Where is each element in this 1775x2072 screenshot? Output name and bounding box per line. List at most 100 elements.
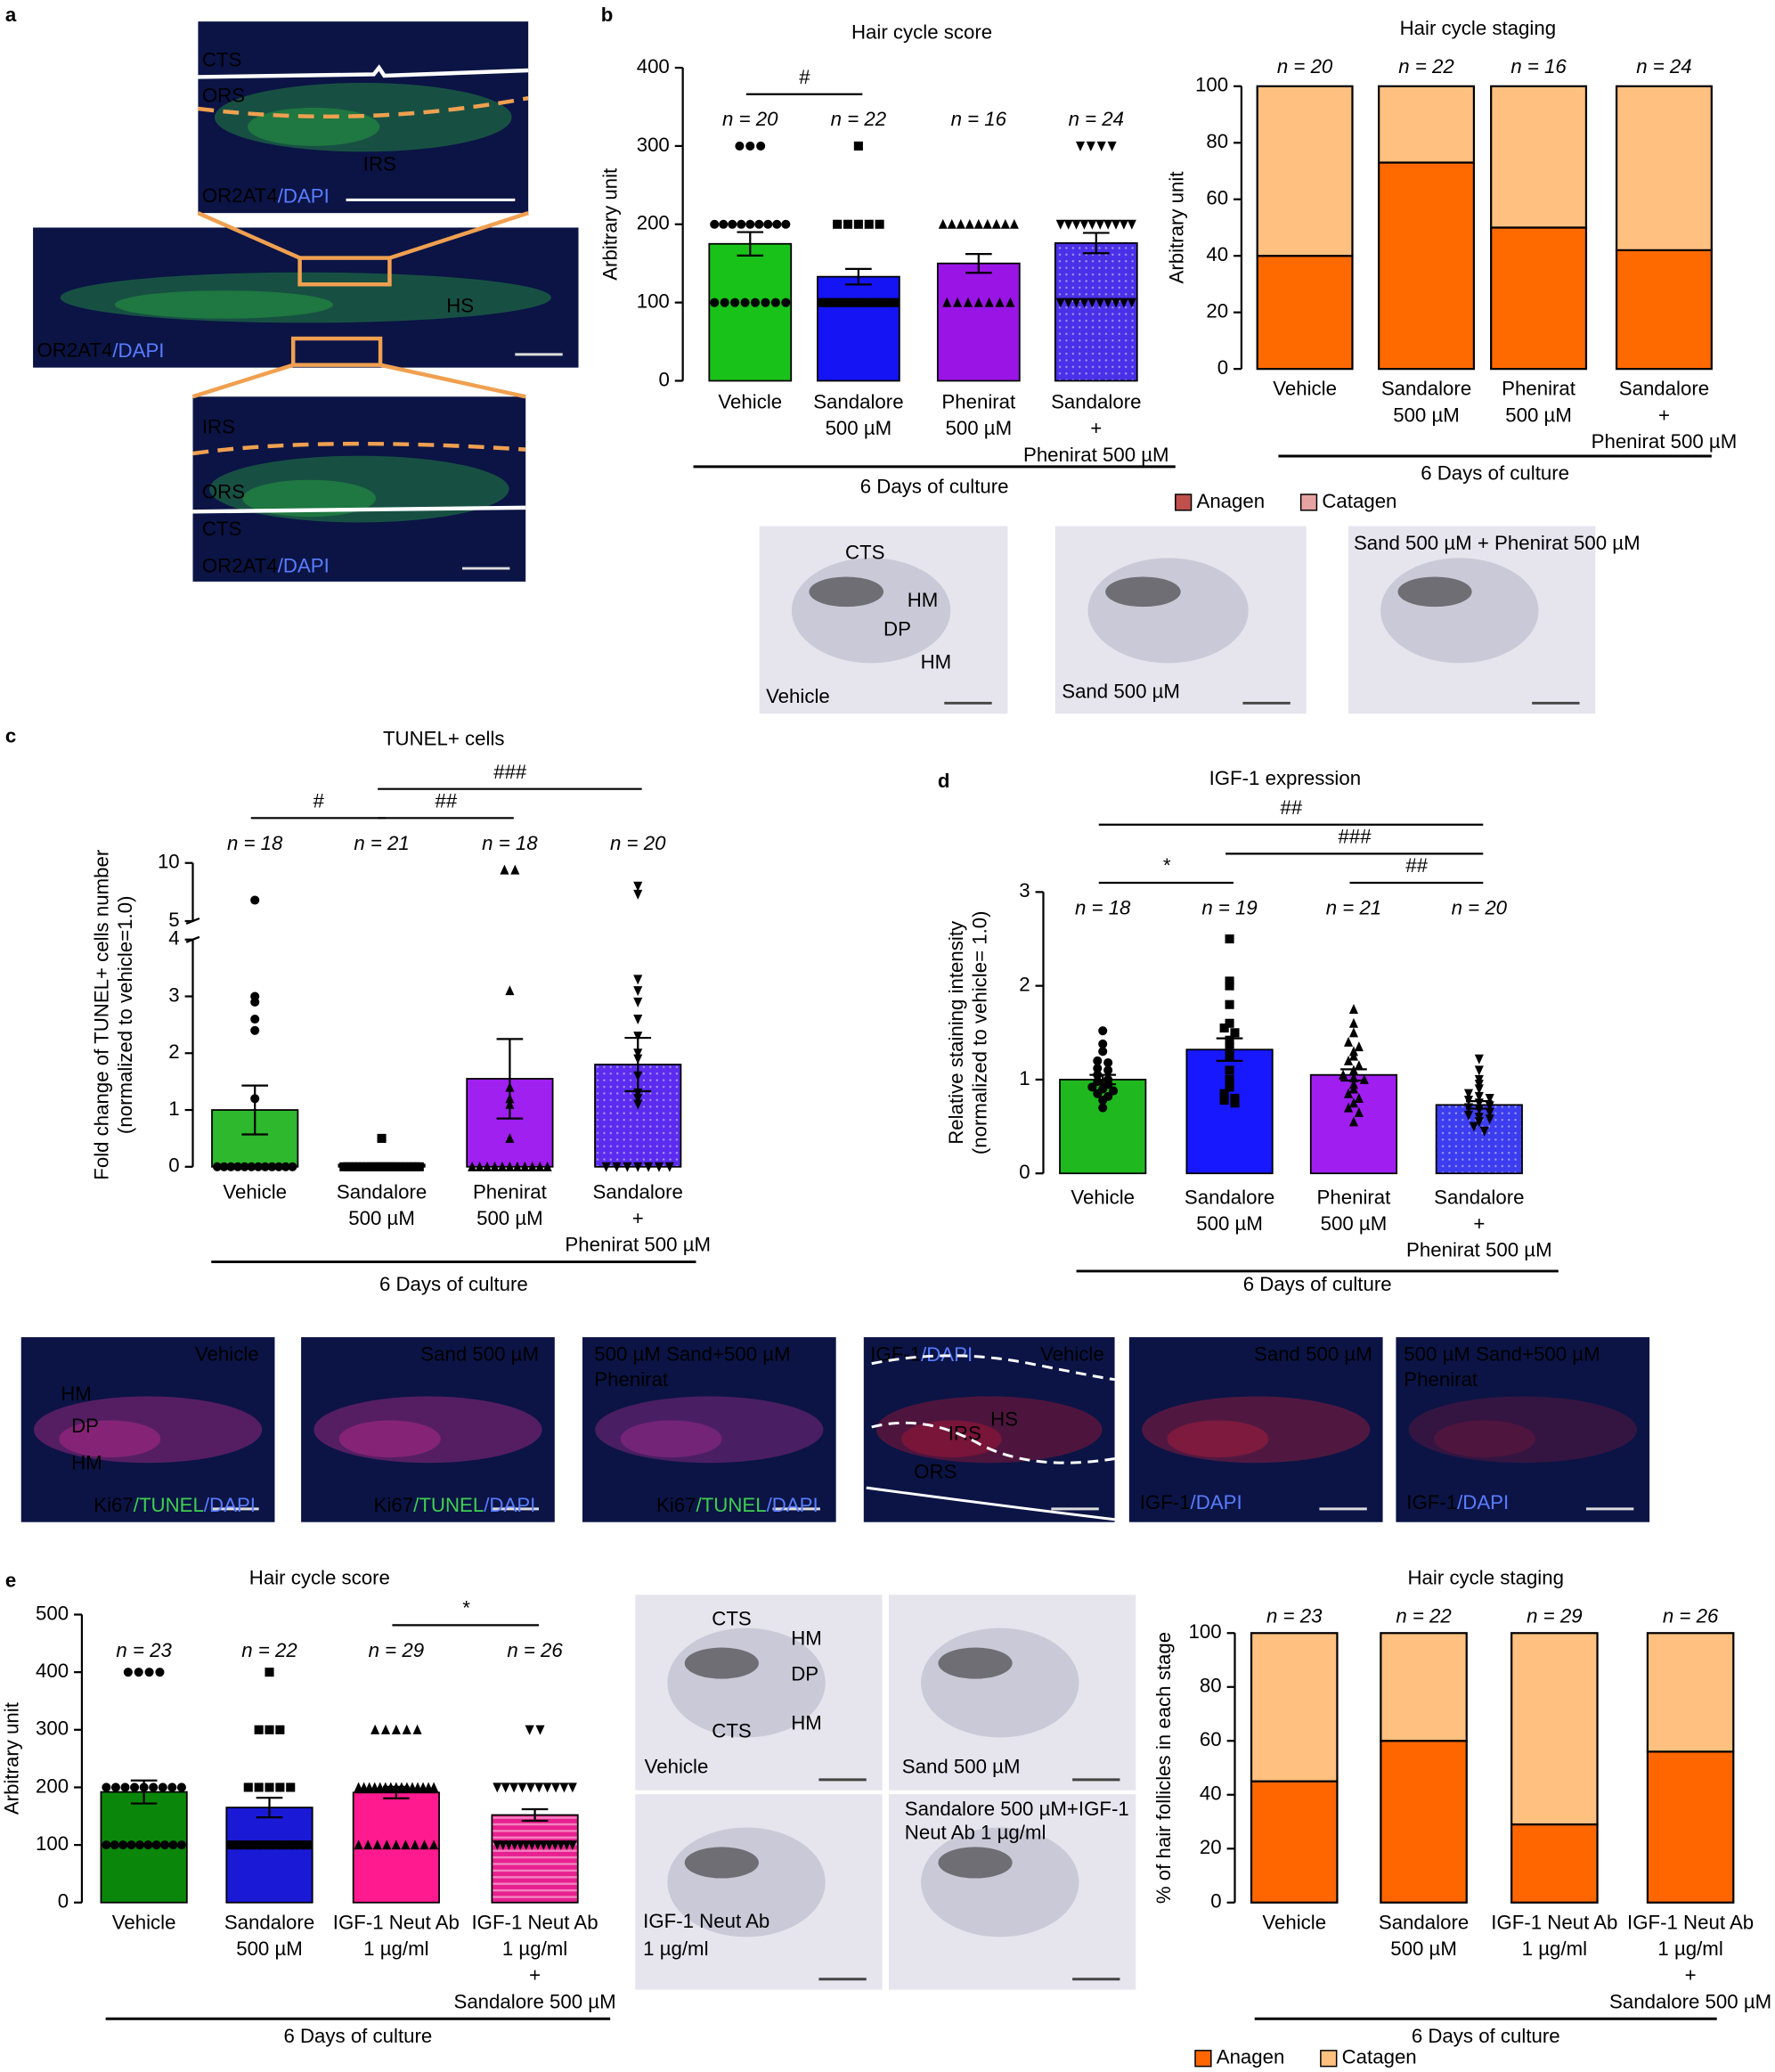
image-label: Phenirat (594, 1368, 669, 1391)
image-label-part: /DAPI (1457, 1491, 1509, 1513)
data-point (654, 1162, 664, 1172)
data-point (123, 1668, 133, 1677)
image-label: Sand 500 µM (1062, 680, 1180, 702)
data-point (254, 1782, 264, 1792)
data-point (1096, 141, 1106, 151)
data-point (823, 298, 833, 307)
data-point (567, 1782, 577, 1793)
data-point (250, 997, 260, 1007)
data-point (520, 1161, 530, 1171)
data-point (1219, 1096, 1229, 1105)
data-point (1071, 298, 1081, 308)
image-label-part: /DAPI (484, 1494, 535, 1516)
n-label: n = 22 (241, 1639, 297, 1661)
data-point (1230, 1093, 1240, 1104)
y-axis-label: (normalized to vehicle=1.0) (114, 895, 136, 1134)
x-tick-label: + (1685, 1964, 1697, 1986)
x-tick-label: 1 µg/ml (502, 1937, 567, 1960)
data-point (232, 1162, 243, 1171)
data-point (130, 1782, 140, 1792)
data-point (1075, 141, 1086, 151)
data-point (289, 1840, 299, 1850)
data-point (1095, 298, 1105, 308)
data-point (719, 219, 729, 229)
data-point (875, 219, 884, 229)
chart: IGF-1 expression Relative staining intens… (945, 767, 1559, 1295)
dashed-boundary (871, 1354, 1115, 1464)
data-point (1071, 219, 1081, 230)
tissue-stain (921, 1627, 1079, 1738)
n-label: n = 26 (507, 1639, 563, 1661)
data-point (884, 298, 894, 307)
bar (491, 1814, 579, 1904)
x-tick-label: 500 µM (946, 417, 1013, 439)
significance-label: ## (1405, 854, 1428, 877)
significance-label: ### (1338, 825, 1372, 847)
n-label: n = 20 (1452, 897, 1508, 919)
data-point (1109, 1086, 1119, 1096)
data-point (1111, 219, 1121, 230)
y-axis-label: % of hair follicles in each stage (1152, 1632, 1175, 1904)
data-point (837, 298, 847, 307)
n-label: n = 26 (1663, 1604, 1719, 1627)
data-point (391, 1840, 401, 1850)
dashed-boundary (192, 441, 526, 456)
data-point (870, 298, 880, 307)
image-label-part: /DAPI (278, 554, 330, 576)
data-point (380, 1724, 391, 1734)
data-point (429, 1782, 439, 1792)
data-point (110, 1840, 119, 1850)
data-point (1474, 1054, 1484, 1065)
legend-label: Catagen (1322, 490, 1396, 512)
data-point (401, 1840, 411, 1850)
image-label: Sand 500 µM (420, 1343, 539, 1366)
data-point (973, 218, 983, 229)
chart-title: Hair cycle staging (1408, 1566, 1564, 1588)
micrograph-background (301, 1337, 555, 1522)
tissue-signal (338, 1420, 441, 1458)
y-tick-label: 100 (1195, 74, 1228, 96)
data-point (118, 1840, 128, 1850)
data-point (750, 298, 761, 307)
micrograph: Sand 500 µM (1054, 526, 1307, 714)
data-point (1485, 1101, 1494, 1112)
x-tick-label: 500 µM (1390, 1937, 1457, 1960)
panel-letter: c (5, 725, 16, 747)
data-point (860, 298, 870, 307)
data-point (1225, 1018, 1234, 1028)
bar (225, 1807, 313, 1904)
micrograph: Vehicle HM DP HM Ki67/TUNEL/DAPI (20, 1337, 275, 1522)
data-point (102, 1840, 111, 1850)
data-point (1343, 1088, 1354, 1098)
image-label-part: /DAPI (112, 339, 164, 362)
data-point (252, 1840, 262, 1850)
micrograph: Sand 500 µM (888, 1595, 1136, 1791)
data-point (246, 1840, 256, 1850)
data-point (1348, 1116, 1359, 1127)
x-tick-label: Sandalore (1185, 1186, 1274, 1208)
data-point (737, 219, 746, 229)
data-point (745, 219, 755, 229)
error-bar (383, 1785, 410, 1799)
y-tick-label: 10 (158, 851, 180, 873)
image-label: IRS (363, 153, 396, 175)
error-bar (845, 267, 872, 286)
image-label: Neut Ab 1 µg/ml (905, 1822, 1046, 1844)
significance-label: * (461, 1596, 470, 1619)
micrograph-background (33, 227, 579, 368)
data-point (240, 1840, 249, 1850)
data-point (1079, 219, 1089, 230)
data-point (274, 1162, 284, 1171)
data-point (1225, 981, 1234, 991)
n-label: n = 16 (951, 108, 1007, 130)
data-point (382, 1840, 392, 1850)
n-label: n = 21 (354, 832, 409, 854)
bar-segment (1256, 255, 1354, 371)
data-point (740, 298, 750, 307)
data-point (623, 1162, 632, 1172)
data-point (271, 1840, 281, 1850)
data-point (429, 1840, 439, 1850)
data-point (1348, 1017, 1359, 1028)
